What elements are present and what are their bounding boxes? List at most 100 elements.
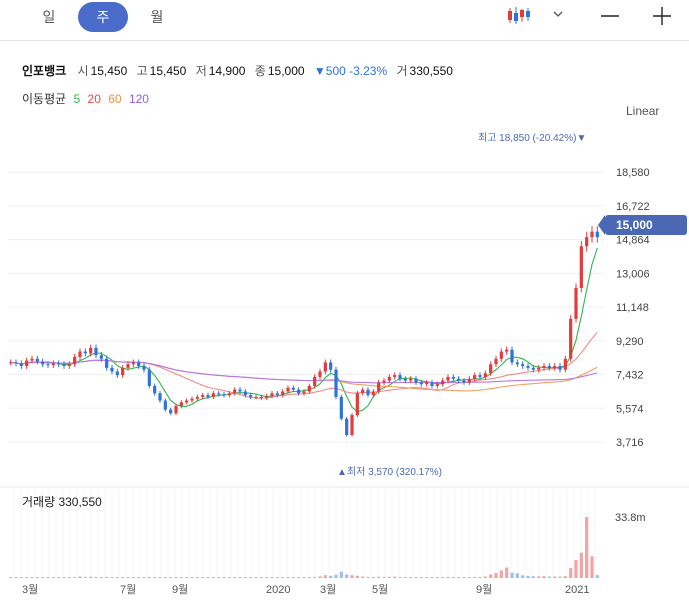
candle-body bbox=[206, 395, 210, 397]
volume-bar bbox=[419, 577, 423, 578]
candle-body bbox=[297, 389, 301, 394]
volume-bar bbox=[41, 577, 45, 578]
volume-bar bbox=[515, 573, 519, 578]
moving-average-lines bbox=[10, 247, 598, 413]
volume-label: 거 bbox=[396, 64, 408, 78]
header-divider bbox=[0, 40, 689, 41]
volume-bar bbox=[297, 577, 301, 578]
volume-bar bbox=[222, 577, 226, 578]
candle-body bbox=[233, 389, 237, 394]
volume-bar bbox=[99, 577, 103, 578]
candle-body bbox=[94, 347, 98, 356]
volume-bar bbox=[126, 577, 130, 578]
volume-bar bbox=[425, 577, 429, 578]
time-tick-label: 2021 bbox=[565, 584, 589, 596]
time-axis: 3월 7월 9월 2020 3월 5월 9월 2021 bbox=[22, 583, 589, 596]
volume-bar bbox=[89, 576, 93, 578]
volume-bar bbox=[361, 576, 365, 578]
candle-body bbox=[73, 356, 77, 365]
volume-bar bbox=[195, 577, 199, 578]
volume-bar bbox=[435, 577, 439, 578]
price-tick-label: 5,574 bbox=[616, 403, 644, 415]
volume-bar bbox=[366, 576, 370, 578]
chevron-down-icon[interactable] bbox=[552, 9, 564, 19]
volume-bar bbox=[521, 575, 525, 578]
candle-body bbox=[377, 382, 381, 392]
volume-bar bbox=[569, 568, 573, 578]
volume-bar bbox=[142, 577, 146, 578]
candle-body bbox=[78, 351, 82, 357]
candle-body bbox=[270, 393, 274, 396]
tab-week[interactable]: 주 bbox=[78, 2, 128, 32]
volume-bar bbox=[451, 577, 455, 578]
close-label: 종 bbox=[254, 64, 266, 78]
volume-bar bbox=[531, 576, 535, 578]
volume-bar bbox=[131, 577, 135, 578]
volume-bar bbox=[585, 517, 589, 578]
volume-bar bbox=[393, 576, 397, 578]
volume-bar bbox=[494, 572, 498, 578]
volume-bar bbox=[414, 577, 418, 578]
candle-body bbox=[339, 396, 343, 419]
stock-name: 인포뱅크 bbox=[22, 64, 67, 78]
price-tick-label: 13,006 bbox=[616, 268, 650, 280]
tab-day[interactable]: 일 bbox=[42, 9, 56, 25]
current-price-label: 15,000 bbox=[616, 218, 653, 232]
candle-body bbox=[243, 391, 247, 396]
candle-body bbox=[115, 371, 119, 376]
volume-bar bbox=[217, 577, 221, 578]
volume-bar bbox=[147, 576, 151, 578]
scale-mode[interactable]: Linear bbox=[626, 104, 660, 118]
ma-120: 120 bbox=[128, 92, 149, 106]
volume-bar bbox=[355, 575, 359, 578]
candlestick-icon[interactable] bbox=[506, 5, 532, 27]
candle-body bbox=[190, 398, 194, 401]
open-value: 15,450 bbox=[90, 64, 128, 78]
candle-body bbox=[169, 409, 173, 414]
ma120-line bbox=[10, 359, 598, 384]
candle-body bbox=[547, 366, 551, 368]
ma-20: 20 bbox=[87, 92, 101, 106]
time-tick-label: 3월 bbox=[320, 583, 336, 596]
candle-body bbox=[489, 364, 493, 374]
volume-bars bbox=[9, 517, 599, 578]
tab-month[interactable]: 월 bbox=[150, 9, 164, 25]
candle-body bbox=[553, 366, 557, 368]
candle-body bbox=[585, 237, 589, 247]
price-tick-label: 7,432 bbox=[616, 370, 644, 382]
candle-body bbox=[499, 351, 503, 359]
candle-body bbox=[361, 389, 365, 394]
ma60-line bbox=[10, 359, 598, 392]
volume-bar bbox=[163, 577, 167, 578]
price-tick-label: 16,722 bbox=[616, 201, 650, 213]
volume-bar bbox=[478, 577, 482, 578]
candle-body bbox=[25, 360, 29, 367]
minus-icon[interactable] bbox=[598, 7, 622, 25]
candle-body bbox=[345, 418, 349, 436]
volume-bar bbox=[595, 575, 599, 578]
volume-bar bbox=[67, 577, 71, 578]
volume-bar bbox=[313, 576, 317, 578]
candle-body bbox=[505, 349, 509, 352]
candle-body bbox=[435, 384, 439, 387]
candle-body bbox=[227, 393, 231, 396]
candle-body bbox=[137, 362, 141, 367]
candle-body bbox=[83, 351, 87, 354]
volume-panel-label: 거래량 330,550 bbox=[22, 495, 102, 509]
volume-bar bbox=[286, 577, 290, 578]
candle-body bbox=[131, 362, 135, 365]
candle-body bbox=[9, 362, 13, 364]
candle-body bbox=[259, 396, 263, 398]
candle-body bbox=[238, 389, 242, 392]
candle-body bbox=[121, 367, 125, 376]
plus-icon[interactable] bbox=[651, 5, 673, 27]
volume-bar bbox=[105, 576, 109, 578]
candle-body bbox=[537, 367, 541, 370]
candle-body bbox=[515, 362, 519, 365]
volume-bar bbox=[30, 577, 34, 578]
candle-body bbox=[254, 396, 258, 398]
volume-bar bbox=[563, 576, 567, 578]
volume-bar bbox=[238, 577, 242, 578]
volume-bar bbox=[57, 577, 61, 578]
